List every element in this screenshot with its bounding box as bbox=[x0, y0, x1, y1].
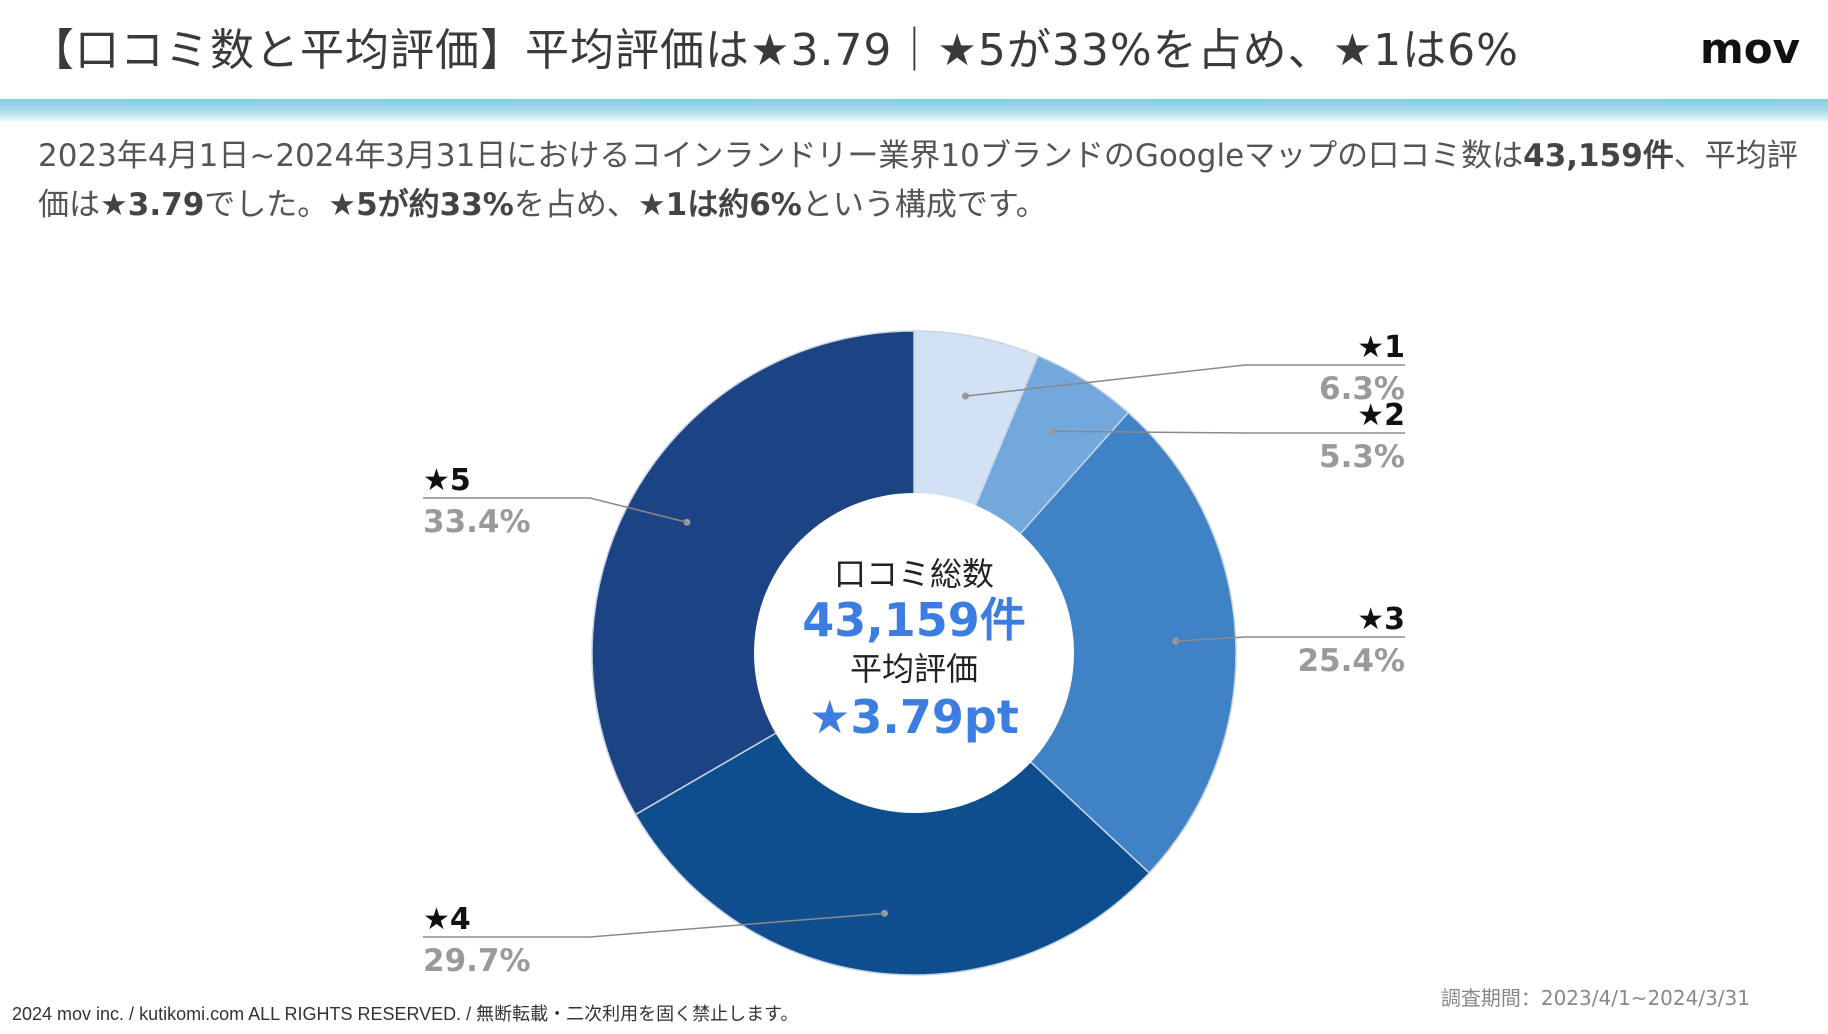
center-rating-label: 平均評価 bbox=[850, 650, 978, 688]
brand-logo: mov bbox=[1700, 24, 1800, 73]
summary-five-share: ★5が約33% bbox=[328, 187, 514, 223]
leader-line-star-5 bbox=[423, 497, 688, 523]
summary-part3: でした。 bbox=[204, 187, 329, 223]
summary-text: 2023年4月1日~2024年3月31日におけるコインランドリー業界10ブランド… bbox=[38, 132, 1798, 230]
category-label-star-5: ★5 bbox=[423, 463, 471, 498]
category-label-star-4: ★4 bbox=[423, 902, 471, 937]
donut-hole bbox=[754, 493, 1074, 813]
center-rating-value: ★3.79pt bbox=[809, 690, 1019, 744]
category-label-star-1: ★1 bbox=[1357, 330, 1405, 365]
summary-count: 43,159件 bbox=[1523, 138, 1674, 174]
title-divider-bar bbox=[0, 99, 1828, 121]
leader-line-star-1 bbox=[965, 364, 1405, 397]
summary-part4: を占め、 bbox=[513, 187, 638, 223]
value-label-star-1: 6.3% bbox=[1319, 371, 1405, 407]
summary-part1: 2023年4月1日~2024年3月31日におけるコインランドリー業界10ブランド… bbox=[38, 138, 1524, 174]
leader-line-star-3 bbox=[1175, 636, 1405, 642]
survey-period: 調査期間：2023/4/1~2024/3/31 bbox=[1440, 986, 1750, 1010]
leader-line-star-4 bbox=[423, 912, 885, 938]
value-label-star-5: 33.4% bbox=[423, 504, 531, 540]
copyright-notice: 2024 mov inc. / kutikomi.com ALL RIGHTS … bbox=[12, 1004, 799, 1024]
summary-one-share: ★1は約6% bbox=[637, 187, 802, 223]
value-label-star-3: 25.4% bbox=[1297, 643, 1405, 679]
summary-part5: という構成です。 bbox=[801, 187, 1047, 223]
summary-rating: ★3.79 bbox=[100, 187, 205, 223]
category-label-star-2: ★2 bbox=[1357, 398, 1405, 433]
value-label-star-2: 5.3% bbox=[1319, 439, 1405, 475]
chart-labels: ★1 6.3%★2 5.3% ★3 25.4% ★4 29.7% ★5 33.4% bbox=[423, 330, 1405, 979]
center-count-label: 口コミ総数 bbox=[834, 555, 994, 593]
page-title: 【口コミ数と平均評価】平均評価は★3.79｜★5が33%を占め、★1は6% bbox=[30, 25, 1519, 76]
value-label-star-4: 29.7% bbox=[423, 943, 531, 979]
slice-star-3 bbox=[912, 411, 1237, 874]
center-count-value: 43,159件 bbox=[802, 593, 1026, 647]
slice-star-4 bbox=[634, 652, 1151, 976]
leader-line-star-2 bbox=[1053, 430, 1405, 434]
category-label-star-3: ★3 bbox=[1357, 602, 1405, 637]
summary-part2: 、平均評価は bbox=[38, 138, 1798, 223]
